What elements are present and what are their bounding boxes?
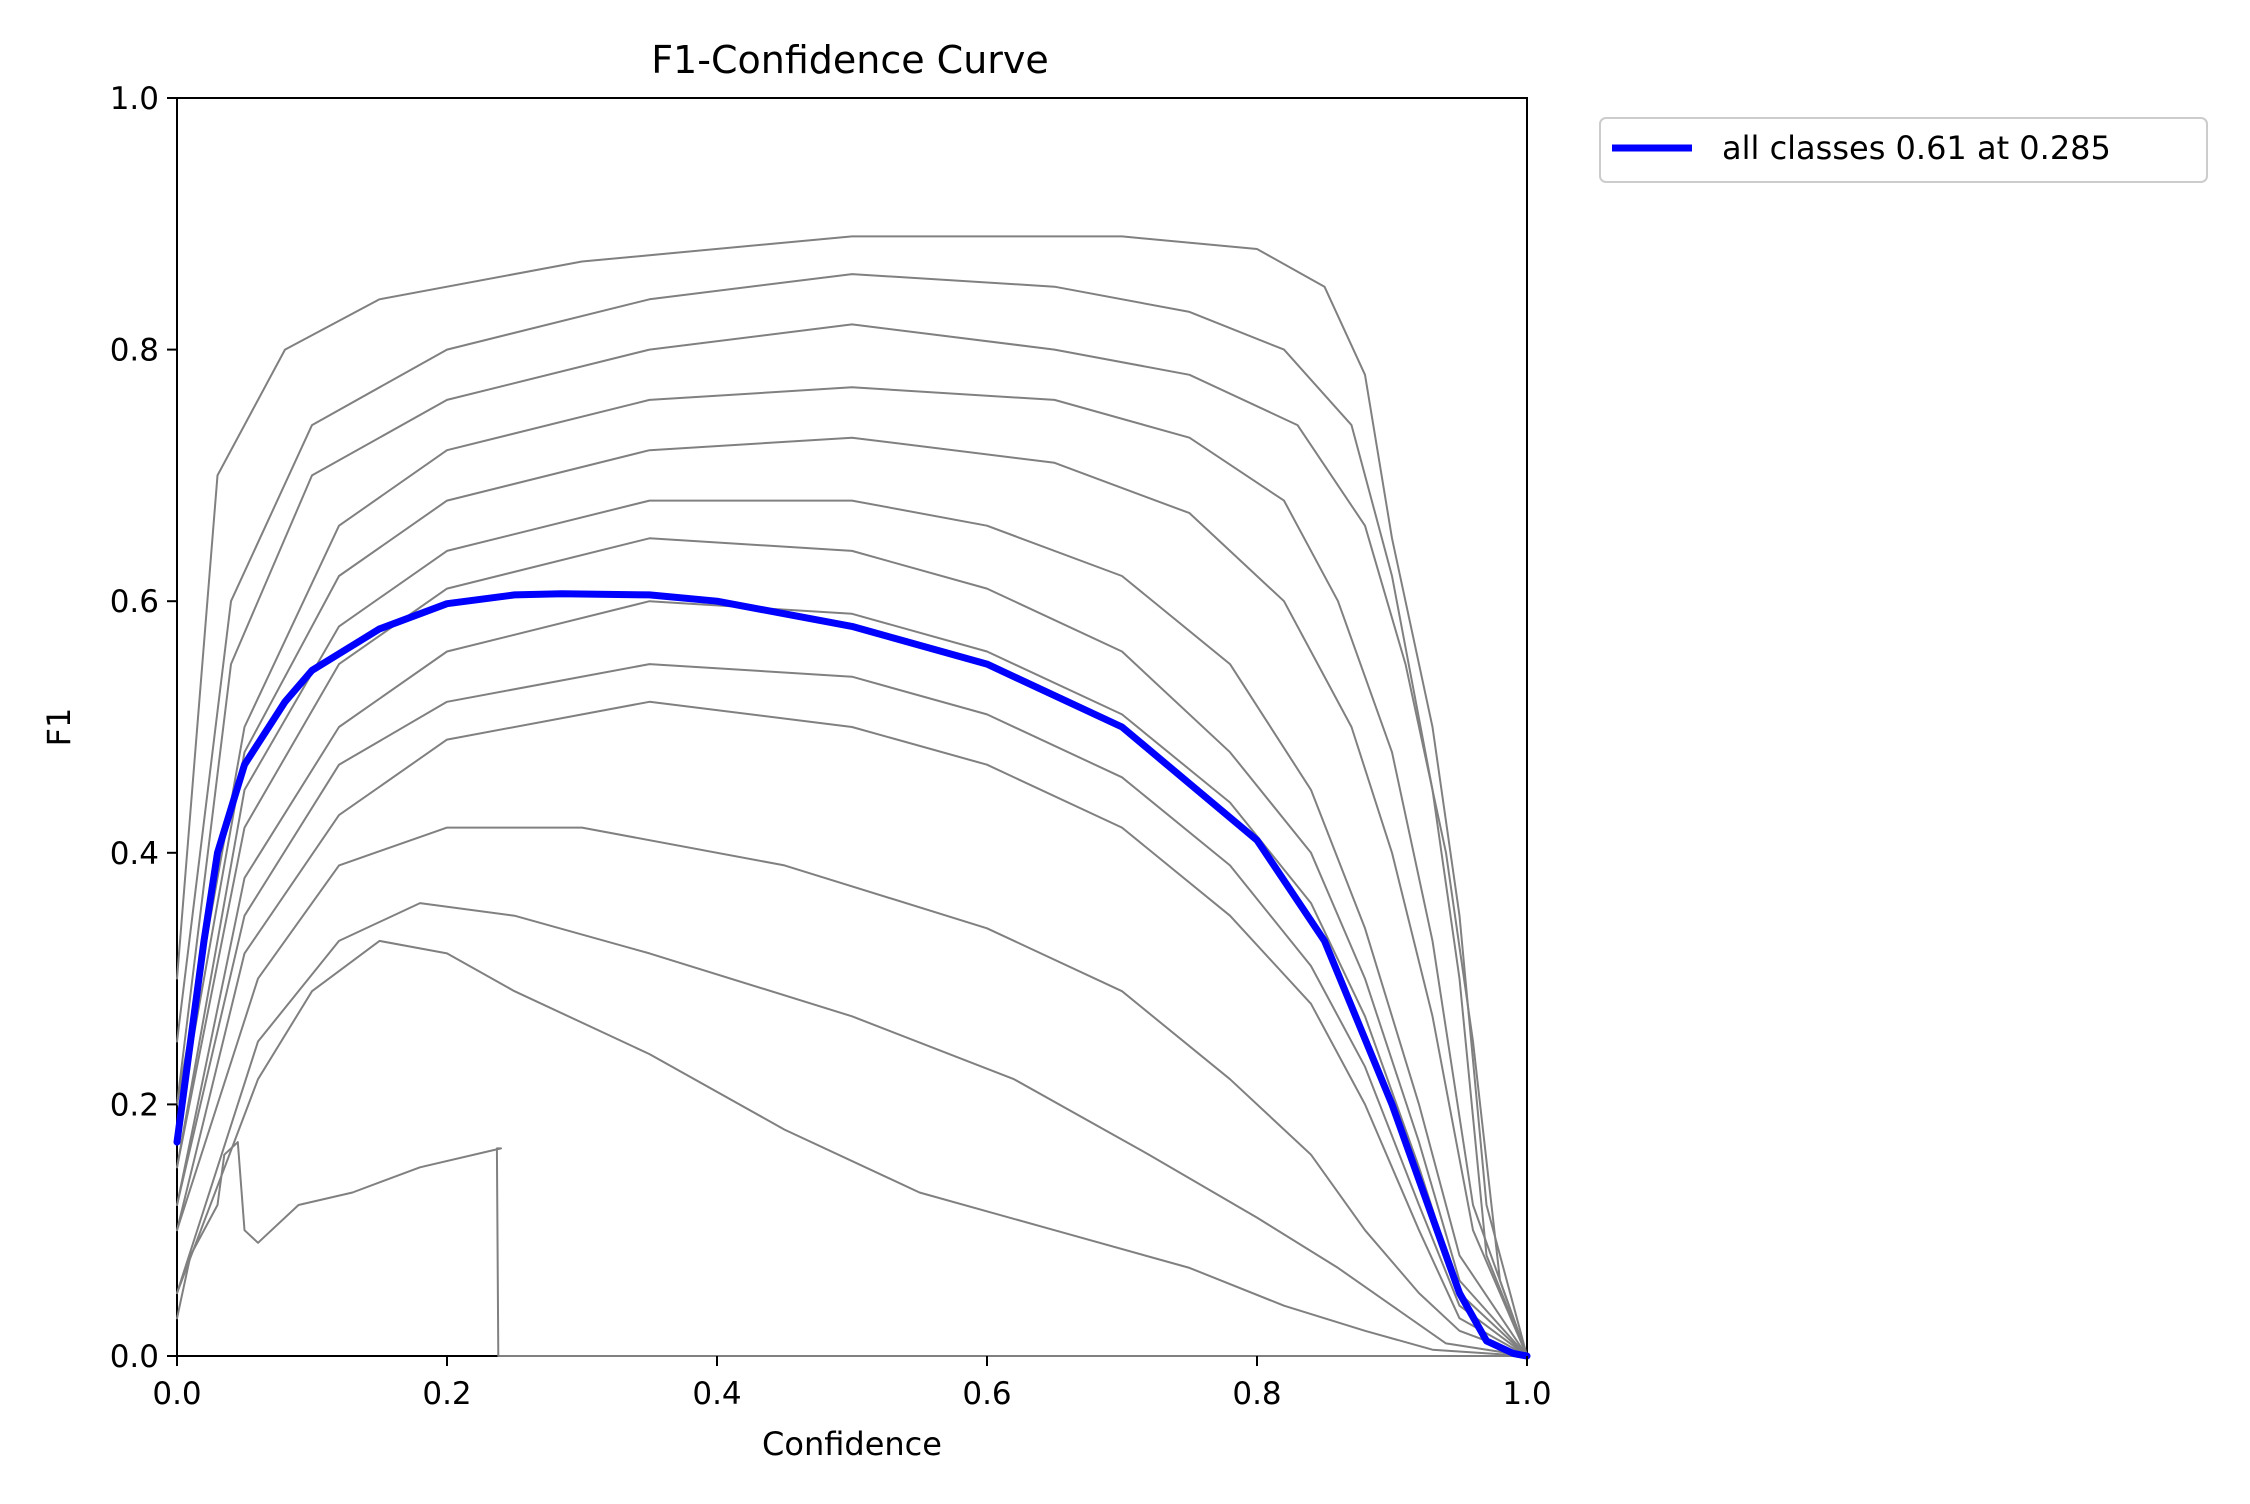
legend: all classes 0.61 at 0.285	[1599, 117, 2208, 183]
legend-label-all-classes: all classes 0.61 at 0.285	[1722, 129, 2111, 167]
x-tick-label: 0.4	[692, 1376, 741, 1412]
x-axis-label: Confidence	[762, 1425, 942, 1463]
series-line-class-1	[176, 235, 1528, 1357]
series-line-class-5	[176, 436, 1528, 1357]
y-axis-label: F1	[40, 708, 78, 747]
series-line-class-10	[176, 700, 1528, 1357]
y-tick-label: 0.2	[110, 1087, 159, 1123]
series-line-class-4	[176, 386, 1528, 1357]
y-axis-ticks: 0.0 0.2 0.4 0.6 0.8 1.0	[110, 81, 177, 1375]
series-line-class-11	[176, 826, 1528, 1357]
legend-box	[1599, 117, 2208, 183]
y-tick-label: 0.6	[110, 584, 159, 620]
series-line-all-classes	[173, 590, 1531, 1360]
x-tick-label: 0.6	[962, 1376, 1011, 1412]
x-tick-label: 0.8	[1232, 1376, 1281, 1412]
series-line-class-13	[176, 939, 1528, 1357]
x-axis-ticks: 0.0 0.2 0.4 0.6 0.8 1.0	[152, 1356, 1552, 1412]
x-tick-label: 1.0	[1502, 1376, 1551, 1412]
x-tick-label: 0.0	[152, 1376, 201, 1412]
y-tick-label: 0.0	[110, 1339, 159, 1375]
chart-title: F1-Confidence Curve	[651, 38, 1049, 82]
series-line-class-8	[176, 600, 1528, 1357]
series-line-class-6	[176, 499, 1528, 1357]
series-line-class-9	[176, 663, 1528, 1357]
y-tick-label: 0.8	[110, 333, 159, 369]
y-tick-label: 1.0	[110, 81, 159, 117]
series-line-class-3	[176, 323, 1528, 1357]
series-line-class-14	[176, 1141, 1528, 1357]
y-tick-label: 0.4	[110, 836, 159, 872]
series-group	[173, 235, 1531, 1360]
x-tick-label: 0.2	[422, 1376, 471, 1412]
series-line-class-7	[176, 537, 1528, 1357]
series-line-class-12	[176, 902, 1528, 1357]
series-line-class-2	[176, 273, 1528, 1357]
